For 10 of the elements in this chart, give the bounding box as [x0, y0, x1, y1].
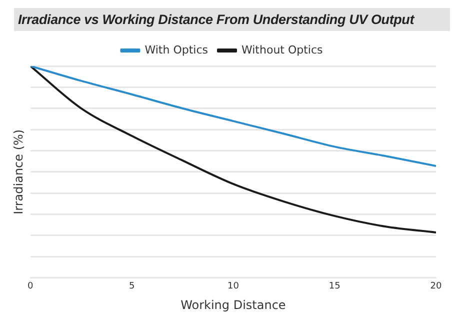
x-tick-label: 15 [328, 282, 340, 292]
x-axis-title: Working Distance [180, 298, 286, 312]
x-tick-label: 10 [227, 282, 240, 292]
legend-label: With Optics [144, 43, 208, 56]
legend-label: Without Optics [241, 43, 324, 56]
x-tick-label: 20 [430, 282, 442, 292]
y-axis-title: Irradiance (%) [11, 129, 26, 214]
x-tick-label: 0 [28, 282, 34, 292]
x-tick-label: 5 [128, 282, 135, 292]
chart-title: Irradiance vs Working Distance From Understanding UV Output [14, 8, 450, 31]
